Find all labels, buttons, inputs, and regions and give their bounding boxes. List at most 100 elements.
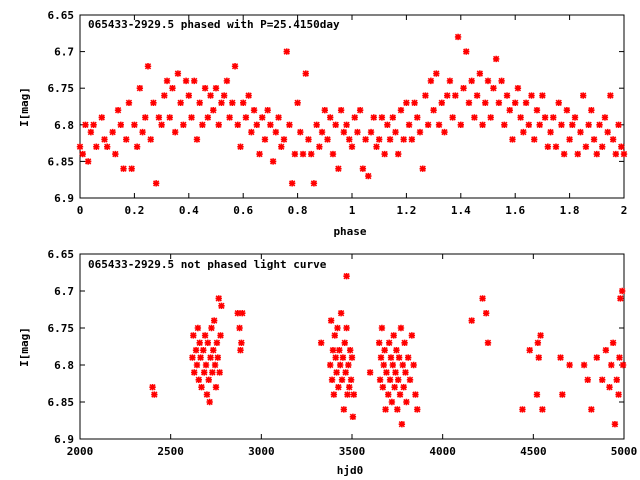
data-point [351,114,358,121]
data-point [574,150,581,158]
data-point [454,33,462,41]
data-point [98,114,105,121]
data-point [335,384,342,391]
data-point [382,406,389,413]
x-tick-label: 3500 [339,445,366,458]
data-point [615,391,622,398]
data-point [207,354,214,361]
data-point [180,121,187,128]
data-point [250,106,258,114]
y-tick-label: 6.65 [48,9,75,22]
data-point [191,369,198,376]
data-point [395,376,402,383]
data-point [330,391,338,398]
data-point [550,114,557,121]
data-point [261,136,269,143]
data-point [438,99,445,107]
data-point [283,48,290,55]
x-tick-label: 0.2 [124,204,144,217]
data-point [607,92,614,99]
data-point [356,106,364,114]
x-tick-label: 4000 [429,445,456,458]
x-tick-label: 1.2 [396,204,416,217]
data-point [617,295,624,302]
data-point [193,136,201,143]
data-point [571,114,579,121]
data-point [344,391,351,398]
data-point [376,339,383,346]
data-point [403,398,410,406]
data-point [177,99,184,107]
data-point [405,354,412,361]
data-point [245,92,252,99]
data-point [378,114,386,121]
data-point [541,114,549,121]
phased-light-curve-panel: 0 0.2 0.4 0.6 0.8 1 1.2 1.4 1.6 1.8 2 6.65 6.7 6.75 6.… [18,9,627,238]
data-point [341,339,348,346]
data-point [201,85,209,92]
data-point [215,295,222,302]
data-point [414,406,421,413]
data-point [237,143,244,150]
data-point [482,99,489,107]
data-point [427,77,435,85]
data-point [204,114,212,121]
data-point [334,324,341,332]
y-tick-label: 6.9 [54,433,74,446]
x-tick-label: 2 [621,204,628,217]
data-point [161,92,168,99]
data-point [389,114,396,121]
data-point [120,165,127,172]
data-point [201,332,209,339]
x-tick-label: 0.6 [233,204,253,217]
data-point [397,324,405,332]
data-point [327,317,335,324]
data-point [376,136,383,143]
data-point [377,354,385,361]
data-point [473,92,481,99]
data-point [408,136,416,143]
data-point [495,99,503,107]
data-point [393,347,400,354]
data-point [223,77,231,85]
data-point [199,121,206,128]
data-point [302,70,309,77]
y-tick-label: 6.8 [54,359,74,372]
data-point [370,114,377,121]
data-point [471,114,478,121]
data-point [616,354,623,361]
data-point [457,121,464,128]
data-point [214,354,222,361]
data-point [379,384,387,391]
data-point [533,391,541,398]
x-tick-label: 1.4 [451,204,471,217]
data-point [381,150,388,158]
data-point [380,361,387,369]
data-point [331,332,338,339]
data-point [560,150,568,158]
data-point [200,347,207,354]
data-point [391,384,398,391]
axis-ticks: 2000 2500 3000 3500 4000 4500 5000 6.65 6.7 6.75 6… [48,248,638,458]
data-point [350,391,358,398]
data-point [84,158,92,165]
data-point [537,332,544,339]
data-point [93,143,100,150]
data-point [343,324,350,332]
data-point [346,384,353,391]
data-point [197,354,204,361]
data-point [520,128,527,136]
data-point [400,136,407,143]
y-tick-label: 6.75 [48,82,75,95]
data-point [410,361,417,369]
data-point [348,354,356,361]
data-point [316,143,323,150]
data-point [79,150,86,158]
data-point [305,136,312,143]
data-point [229,99,236,107]
data-point [563,106,571,114]
data-point [203,391,211,398]
data-point [275,114,282,121]
data-point [441,128,448,136]
